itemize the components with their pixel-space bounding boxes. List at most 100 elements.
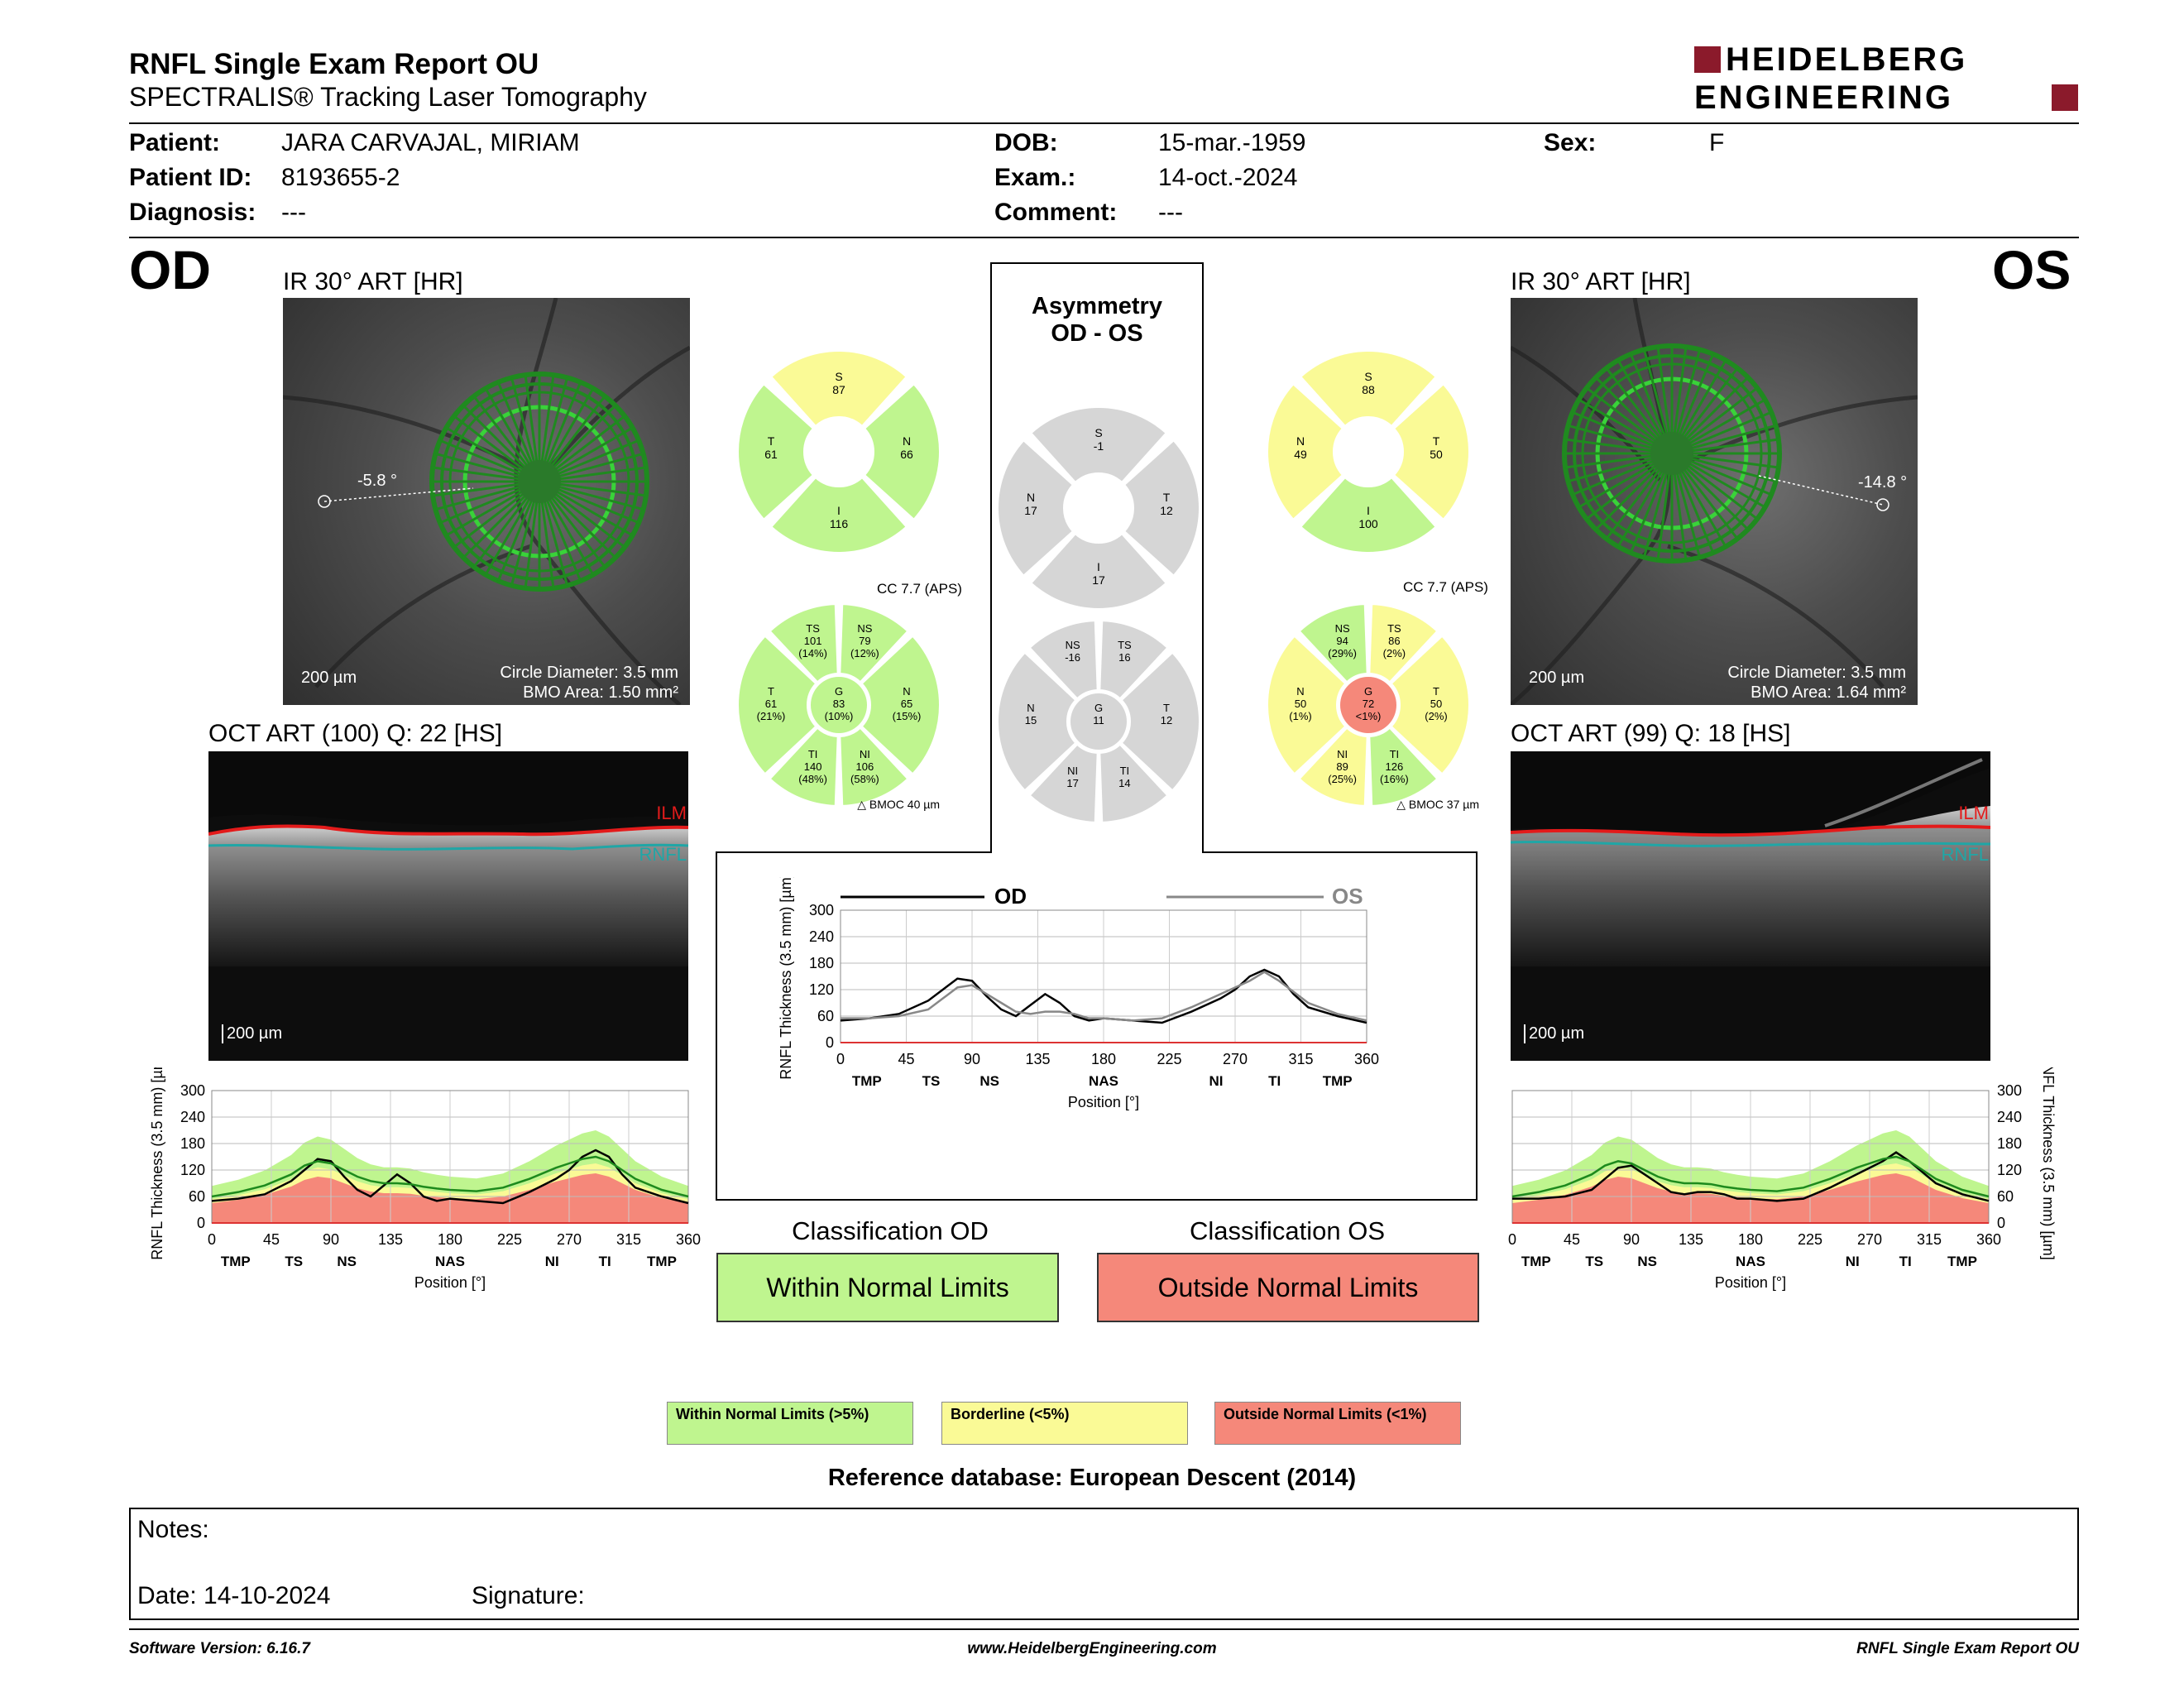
scan-spoke <box>1679 467 1727 548</box>
x-tick-label: 270 <box>1857 1231 1882 1248</box>
sector-axis-label: TS <box>285 1254 303 1269</box>
od-classification-box: Within Normal Limits <box>716 1253 1059 1322</box>
scan-spoke <box>554 484 644 511</box>
x-axis-label: Position [°] <box>1715 1274 1786 1291</box>
scan-spoke <box>472 395 531 470</box>
comment: --- <box>1158 199 1183 226</box>
os-oct-title: OCT ART (99) Q: 18 [HS] <box>1511 720 1791 747</box>
od-circle-diameter: Circle Diameter: 3.5 mm <box>500 664 678 682</box>
scan-spoke <box>555 482 647 497</box>
asymmetry-title-line2: OD - OS <box>1051 320 1143 347</box>
scan-spoke <box>1680 367 1739 442</box>
sector-axis-label: TI <box>599 1254 611 1269</box>
scan-spoke <box>1572 410 1658 448</box>
exam-date: 14-oct.-2024 <box>1158 164 1298 191</box>
scan-spoke <box>550 405 616 471</box>
diagnosis: --- <box>281 199 306 226</box>
heidelberg-logo: HEIDELBERG ENGINEERING <box>1694 43 2083 119</box>
scan-spoke <box>542 496 569 586</box>
od-rnfl-label: RNFL <box>639 844 687 865</box>
od-cc: CC 7.7 (APS) <box>877 581 962 597</box>
x-tick-label: 180 <box>1738 1231 1763 1248</box>
asym-sector-label-ti: TI 14 <box>1118 765 1130 789</box>
sector-axis-label: NAS <box>1089 1073 1118 1089</box>
patient-label: Patient: <box>129 129 221 156</box>
scan-spoke <box>1564 454 1656 469</box>
scan-spoke <box>550 492 616 559</box>
x-tick-label: 0 <box>208 1231 216 1248</box>
scan-spoke <box>439 487 525 525</box>
scan-spoke <box>1688 454 1779 469</box>
scan-spoke <box>462 405 529 471</box>
y-tick-label: 60 <box>189 1188 205 1205</box>
asym-sector-label-ts: TS 16 <box>1118 639 1132 664</box>
series-line-os <box>841 971 1367 1022</box>
x-tick-label: 0 <box>1508 1231 1516 1248</box>
scan-spoke <box>435 484 524 511</box>
scan-spoke <box>540 497 555 589</box>
signature-label: Signature: <box>472 1582 585 1609</box>
od-bmo-area: BMO Area: 1.50 mm² <box>523 683 678 702</box>
x-tick-label: 90 <box>323 1231 339 1248</box>
report-title: RNFL Single Exam Report OU <box>129 48 539 80</box>
dob-label: DOB: <box>994 129 1058 156</box>
dob: 15-mar.-1959 <box>1158 129 1306 156</box>
scan-spoke <box>553 488 634 537</box>
scan-spoke <box>1686 458 1772 496</box>
asym-sector-label-ni: NI 17 <box>1066 765 1078 789</box>
scan-spoke <box>553 426 634 475</box>
os-fundus-overlay <box>1511 298 1918 705</box>
scan-spoke <box>453 415 528 473</box>
notes-box: Notes: Date: 14-10-2024 Signature: <box>129 1508 2079 1620</box>
x-tick-label: 45 <box>1564 1231 1580 1248</box>
od-ilm-label: ILM <box>656 803 687 823</box>
os-fundus-image: -14.8 ° 200 µm Circle Diameter: 3.5 mm B… <box>1511 298 1918 705</box>
scan-spoke <box>445 426 526 475</box>
x-tick-label: 315 <box>1288 1051 1313 1067</box>
os-classification-box: Outside Normal Limits <box>1097 1253 1479 1322</box>
scan-spoke <box>1684 386 1759 445</box>
sector-axis-label: NI <box>1846 1254 1860 1269</box>
patient-rule <box>129 237 2079 238</box>
y-tick-label: 120 <box>809 981 834 998</box>
scan-spoke <box>1688 438 1779 453</box>
x-tick-label: 90 <box>964 1051 980 1067</box>
sector-axis-label: TMP <box>221 1254 251 1269</box>
asymmetry-title-line1: Asymmetry <box>1032 293 1162 319</box>
sector-axis-label: TMP <box>1323 1073 1353 1089</box>
os-circle-diameter: Circle Diameter: 3.5 mm <box>1727 664 1906 682</box>
sector-axis-label: TMP <box>1521 1254 1551 1269</box>
x-tick-label: 135 <box>378 1231 403 1248</box>
scan-spoke <box>1683 464 1749 530</box>
patient-name: JARA CARVAJAL, MIRIAM <box>281 129 580 156</box>
x-tick-label: 135 <box>1025 1051 1050 1067</box>
y-axis-label: RNFL Thickness (3.5 mm) [µm] <box>149 1067 165 1260</box>
x-tick-label: 225 <box>497 1231 522 1248</box>
scan-spoke <box>484 387 533 468</box>
scan-spoke <box>524 374 539 466</box>
od-oct-image: ILM RNFL 200 µm <box>208 751 688 1061</box>
scan-spoke <box>1585 386 1660 445</box>
scan-spoke <box>548 493 606 568</box>
scan-spoke <box>1616 359 1665 440</box>
scan-spoke <box>1677 468 1715 554</box>
scan-spoke <box>553 439 639 477</box>
asym-sector-label-s: S -1 <box>1094 426 1104 453</box>
scan-spoke <box>1673 346 1688 438</box>
legend-od-label: OD <box>994 884 1027 909</box>
exam-label: Exam.: <box>994 164 1076 191</box>
scan-spoke <box>1578 398 1659 447</box>
scan-spoke <box>544 496 582 582</box>
sector-axis-label: NS <box>1637 1254 1657 1269</box>
sector-axis-label: NI <box>1209 1073 1224 1089</box>
x-tick-label: 180 <box>438 1231 462 1248</box>
series-line-normal <box>211 1155 689 1198</box>
scan-spoke <box>1595 464 1661 530</box>
scan-spoke <box>1595 376 1661 443</box>
scan-spoke <box>445 488 526 537</box>
scan-spoke <box>432 482 524 497</box>
website: www.HeidelbergEngineering.com <box>967 1640 1217 1657</box>
asym-sector-label-g: G 11 <box>1093 702 1104 727</box>
os-cc: CC 7.7 (APS) <box>1403 579 1488 595</box>
scan-spoke <box>1680 465 1739 540</box>
